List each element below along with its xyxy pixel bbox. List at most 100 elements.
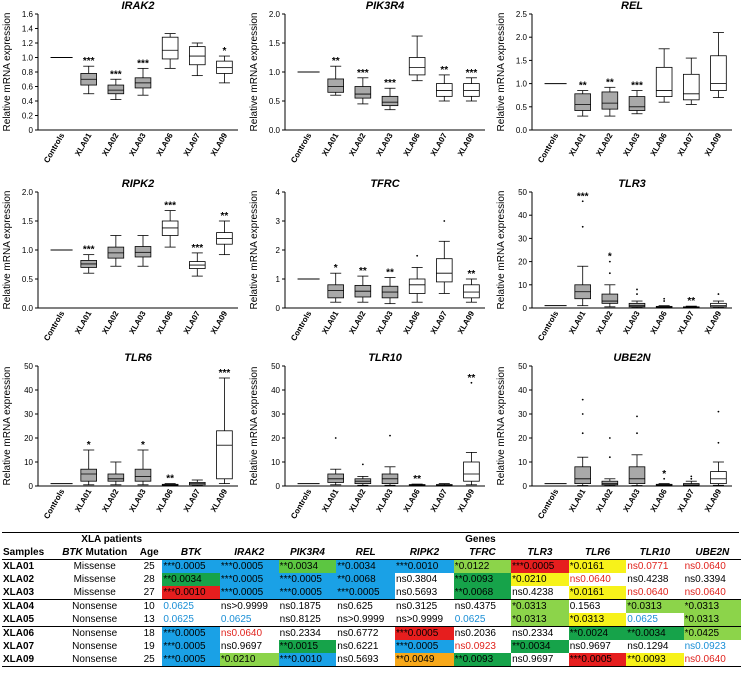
- y-tick-label: 20: [271, 434, 280, 443]
- y-tick-label: 50: [518, 188, 527, 197]
- y-tick-label: 0.0: [516, 126, 528, 135]
- chart-panel-tlr10: TLR10 Relative mRNA expression 0 10 20 30 40 50…: [247, 352, 494, 524]
- y-tick-label: 0.0: [22, 304, 34, 313]
- box-iqr: [463, 461, 480, 482]
- cell-pvalue: **0.0034: [336, 559, 396, 573]
- cell-pvalue: ns0.5693: [396, 587, 438, 598]
- table-row: XLA06 Nonsense 18 ***0.0005 ns0.0640 ns0.2334…: [2, 626, 741, 640]
- box-xla09: [710, 293, 727, 308]
- box-iqr: [216, 430, 233, 480]
- x-tick-label: XLA06: [402, 131, 423, 158]
- y-tick-label: 0.8: [22, 68, 34, 77]
- x-tick-label: XLA06: [649, 487, 670, 514]
- outlier-point: [717, 410, 720, 413]
- significance-label: **: [221, 211, 229, 222]
- cell-pvalue: ns0.0640: [684, 561, 726, 572]
- box-xla01: [327, 65, 344, 96]
- y-tick-label: 10: [271, 458, 280, 467]
- significance-label: **: [166, 474, 174, 485]
- box-iqr: [463, 83, 480, 97]
- outlier-point: [334, 437, 337, 439]
- cell-pvalue: ns0.0640: [684, 587, 726, 598]
- box-iqr: [327, 284, 344, 299]
- y-tick-label: 1.5: [516, 56, 528, 65]
- outlier-point: [443, 220, 446, 222]
- box-iqr: [574, 466, 591, 485]
- y-axis-label: Relative mRNA expression: [496, 191, 507, 310]
- box-xla03: [134, 449, 152, 486]
- chart-title: UBE2N: [613, 352, 651, 364]
- x-tick-label: XLA09: [703, 309, 724, 336]
- box-xla03: [134, 67, 152, 96]
- x-tick-label: XLA03: [621, 487, 642, 514]
- cell-age: 25: [143, 561, 155, 572]
- col-age: Age: [136, 546, 163, 560]
- y-tick-label: 50: [271, 362, 280, 371]
- x-tick-label: XLA09: [209, 309, 230, 336]
- y-tick-label: 0: [523, 304, 528, 313]
- significance-label: *: [608, 252, 612, 263]
- chart-title: TLR10: [368, 352, 403, 364]
- cell-pvalue: ***0.0005: [568, 653, 627, 667]
- y-tick-label: 40: [271, 386, 280, 395]
- cell-pvalue: ***0.0005: [219, 573, 279, 586]
- x-tick-label: Controls: [536, 309, 561, 342]
- chart-title: IRAK2: [121, 0, 154, 12]
- box-iqr: [463, 284, 480, 299]
- cell-pvalue: ns0.5693: [336, 653, 396, 667]
- outlier-point: [581, 413, 584, 415]
- group-xla-patients: XLA patients: [81, 534, 143, 545]
- chart-title: TLR6: [124, 352, 152, 364]
- box-xla03: [628, 90, 646, 115]
- box-iqr: [161, 36, 179, 60]
- box-xla09: [216, 377, 233, 485]
- significance-label: **: [386, 268, 394, 279]
- significance-label: *: [334, 263, 338, 274]
- box-iqr: [710, 302, 727, 308]
- cell-pvalue: ns0.0640: [569, 574, 611, 585]
- outlier-point: [663, 477, 666, 480]
- box-iqr: [710, 471, 727, 484]
- x-tick-label: XLA03: [127, 309, 148, 336]
- cell-pvalue: ns0.3125: [395, 599, 454, 613]
- table-group-header: XLA patients Genes: [2, 533, 741, 546]
- x-tick-label: Controls: [536, 487, 561, 520]
- col-mutation-btk: BTK: [62, 547, 83, 558]
- cell-pvalue: ns0.0923: [684, 641, 726, 652]
- y-tick-label: 0: [29, 482, 34, 491]
- x-tick-label: XLA06: [649, 309, 670, 336]
- significance-label: **: [440, 65, 448, 76]
- significance-label: ***: [384, 78, 396, 89]
- significance-label: ***: [83, 245, 95, 256]
- box-xla06: [161, 33, 179, 69]
- outlier-point: [608, 260, 611, 263]
- y-tick-label: 10: [518, 458, 527, 467]
- outlier-point: [581, 200, 584, 203]
- x-tick-label: XLA02: [347, 309, 368, 336]
- cell-pvalue: ns0.2334: [511, 626, 569, 640]
- x-tick-label: XLA01: [320, 131, 341, 158]
- y-tick-label: 0.5: [22, 275, 34, 284]
- outlier-point: [416, 254, 419, 257]
- x-tick-label: XLA01: [320, 487, 341, 514]
- significance-label: **: [332, 56, 340, 67]
- results-table: XLA patients Genes Samples BTK Mutation …: [2, 533, 741, 667]
- x-tick-label: Controls: [42, 131, 67, 164]
- outlier-point: [690, 477, 693, 480]
- box-xla02: [601, 260, 619, 308]
- cell-pvalue: **0.0049: [395, 653, 454, 667]
- box-xla03: [381, 434, 399, 486]
- box-xla09: [710, 32, 727, 98]
- cell-pvalue: *0.0313: [683, 613, 741, 627]
- col-gene: IRAK2: [219, 546, 279, 560]
- table-row: XLA07 Nonsense 19 ***0.0005 ns0.9697 **0.0015…: [2, 640, 741, 653]
- cell-pvalue: ***0.0005: [395, 640, 454, 653]
- col-samples: Samples: [2, 546, 54, 560]
- y-tick-label: 0.5: [269, 97, 281, 106]
- y-axis-label: Relative mRNA expression: [496, 367, 507, 486]
- x-tick-label: XLA01: [73, 487, 94, 514]
- outlier-point: [581, 432, 584, 435]
- cell-pvalue: **0.0034: [511, 640, 569, 653]
- cell-pvalue: ***0.0005: [219, 559, 279, 573]
- box-xla06: [655, 297, 673, 309]
